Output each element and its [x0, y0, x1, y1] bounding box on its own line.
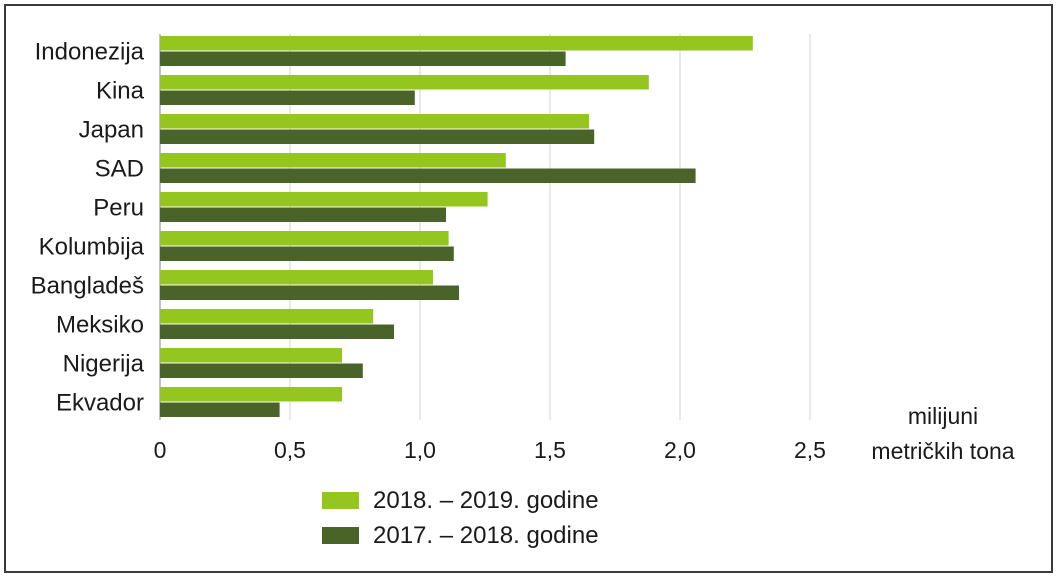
x-tick-label-0: 0 — [154, 437, 167, 463]
legend-swatch-1 — [322, 527, 359, 544]
bar-0-1 — [160, 75, 649, 90]
bar-1-3 — [160, 168, 696, 183]
legend-label-0: 2018. – 2019. godine — [373, 487, 599, 514]
x-tick-label-2: 1,0 — [404, 437, 436, 463]
bar-1-0 — [160, 51, 566, 66]
tick-labels: 0 0,5 1,0 1,5 2,0 2,5 — [154, 437, 826, 463]
bar-0-5 — [160, 231, 449, 246]
bar-0-2 — [160, 114, 589, 129]
category-label-1: Kina — [96, 78, 145, 105]
x-tick-label-4: 2,0 — [664, 437, 696, 463]
x-tick-label-5: 2,5 — [794, 437, 826, 463]
bar-0-3 — [160, 153, 506, 168]
category-labels: Indonezija Kina Japan SAD Peru Kolumbija Bangl… — [31, 39, 145, 417]
bar-1-1 — [160, 90, 415, 105]
bar-1-6 — [160, 285, 459, 300]
bar-1-9 — [160, 402, 280, 417]
chart-frame — [4, 4, 1053, 573]
bar-1-5 — [160, 246, 454, 261]
bar-0-7 — [160, 309, 374, 324]
legend-swatch-0 — [322, 492, 359, 509]
category-label-3: SAD — [95, 156, 144, 183]
category-label-8: Nigerija — [63, 351, 145, 378]
unit-label-line1: milijuni — [908, 403, 978, 429]
category-label-2: Japan — [79, 117, 144, 144]
bar-1-8 — [160, 363, 363, 378]
category-label-7: Meksiko — [56, 312, 144, 339]
category-label-6: Bangladeš — [31, 273, 144, 300]
bars — [160, 36, 753, 417]
bar-0-8 — [160, 348, 342, 363]
x-tick-label-3: 1,5 — [534, 437, 566, 463]
bar-0-6 — [160, 270, 433, 285]
x-tick-label-1: 0,5 — [274, 437, 306, 463]
unit-label-line2: metričkih tona — [871, 438, 1014, 464]
bar-1-7 — [160, 324, 394, 339]
category-label-5: Kolumbija — [39, 234, 145, 261]
category-label-4: Peru — [93, 195, 144, 222]
category-label-9: Ekvador — [56, 390, 144, 417]
bar-1-2 — [160, 129, 595, 144]
legend-label-1: 2017. – 2018. godine — [373, 522, 599, 549]
bar-0-4 — [160, 192, 488, 207]
bar-1-4 — [160, 207, 446, 222]
legend: 2018. – 2019. godine 2017. – 2018. godine — [322, 487, 599, 549]
category-label-0: Indonezija — [35, 39, 145, 66]
bar-0-9 — [160, 387, 342, 402]
bar-0-0 — [160, 36, 753, 51]
